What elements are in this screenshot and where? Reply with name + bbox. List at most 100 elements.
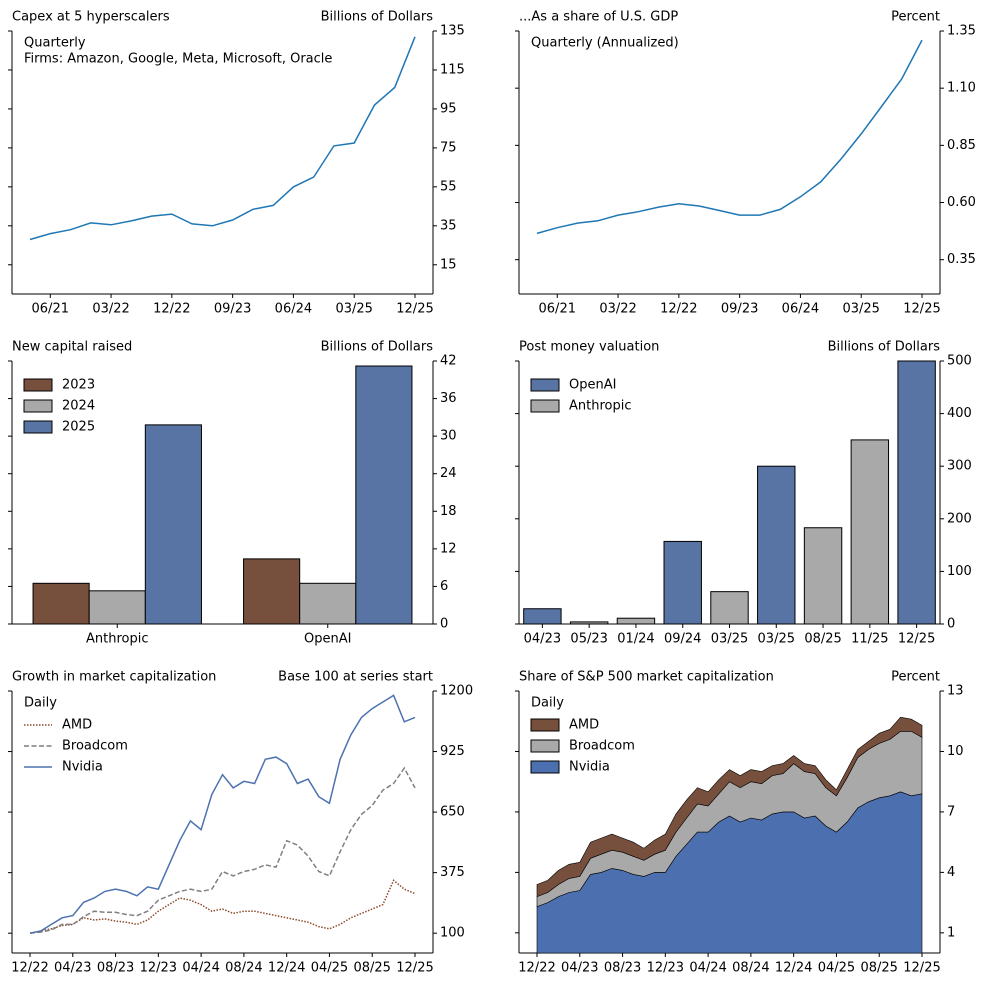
x-tick-label: 03/25 <box>758 632 795 647</box>
x-tick-label: OpenAI <box>304 632 351 647</box>
legend-swatch <box>23 420 53 434</box>
legend-label: AMD <box>62 718 92 733</box>
x-tick-label: 12/25 <box>898 632 935 647</box>
units-label: Billions of Dollars <box>321 340 434 355</box>
y-tick-label: 1200 <box>440 684 473 699</box>
units-label: Billions of Dollars <box>828 340 941 355</box>
x-tick-label: 04/25 <box>818 961 855 976</box>
x-tick-label: 09/23 <box>214 302 251 317</box>
x-tick-label: 12/22 <box>153 302 190 317</box>
x-tick-label: 12/25 <box>396 302 433 317</box>
x-tick-label: 12/25 <box>396 961 433 976</box>
x-tick-label: 09/24 <box>664 632 701 647</box>
x-tick-label: 03/22 <box>92 302 129 317</box>
x-tick-label: 12/24 <box>268 961 305 976</box>
y-tick-label: 95 <box>440 101 457 116</box>
legend-swatch <box>530 399 560 413</box>
x-tick-label: 08/25 <box>353 961 390 976</box>
x-tick-label: 08/25 <box>860 961 897 976</box>
units-label: Percent <box>891 10 940 25</box>
chart-title: Post money valuation <box>519 340 659 355</box>
line <box>29 879 416 934</box>
legend-swatch <box>530 378 560 392</box>
x-tick-label: 12/23 <box>140 961 177 976</box>
y-tick-label: 1.10 <box>947 81 976 96</box>
y-tick-label: 375 <box>440 865 465 880</box>
x-tick-label: Anthropic <box>86 632 149 647</box>
bar <box>897 360 936 625</box>
bar <box>663 540 702 625</box>
x-tick-label: 11/25 <box>851 632 888 647</box>
y-tick-label: 4 <box>947 865 955 880</box>
y-tick-label: 15 <box>440 257 457 272</box>
y-tick-label: 0.85 <box>947 138 976 153</box>
y-tick-label: 300 <box>947 459 972 474</box>
bar <box>299 582 357 625</box>
y-tick-label: 0 <box>947 617 955 632</box>
legend-swatch <box>23 378 53 392</box>
legend-label: Broadcom <box>62 739 128 754</box>
y-tick-label: 100 <box>440 926 465 941</box>
y-tick-label: 75 <box>440 140 457 155</box>
y-tick-label: 400 <box>947 406 972 421</box>
line <box>536 39 923 235</box>
bar <box>355 365 413 625</box>
chart-title: New capital raised <box>12 340 132 355</box>
y-tick-label: 42 <box>440 354 457 369</box>
y-tick-label: 135 <box>440 24 465 39</box>
y-tick-label: 55 <box>440 179 457 194</box>
line <box>29 766 416 934</box>
y-tick-label: 24 <box>440 466 457 481</box>
y-tick-label: 13 <box>947 684 964 699</box>
x-tick-label: 03/25 <box>711 632 748 647</box>
legend-label: 2025 <box>62 420 95 435</box>
units-label: Percent <box>891 670 940 685</box>
y-tick-label: 6 <box>440 579 448 594</box>
x-tick-label: 12/22 <box>518 961 555 976</box>
x-tick-label: 12/22 <box>11 961 48 976</box>
chart-title: Growth in market capitalization <box>12 670 216 685</box>
bar <box>616 617 656 625</box>
legend-label: Nvidia <box>569 760 610 775</box>
annotation: Daily <box>24 696 57 711</box>
legend-label: OpenAI <box>569 378 616 393</box>
bar <box>569 621 609 625</box>
x-tick-label: 04/24 <box>689 961 726 976</box>
bar <box>850 439 890 625</box>
chart-title: ...As a share of U.S. GDP <box>519 10 678 25</box>
annotation: Daily <box>531 696 564 711</box>
x-tick-label: 09/23 <box>721 302 758 317</box>
area <box>536 716 923 898</box>
x-tick-label: 04/24 <box>182 961 219 976</box>
bar <box>32 582 90 625</box>
y-tick-label: 200 <box>947 511 972 526</box>
bar <box>144 424 202 625</box>
bar <box>523 608 562 625</box>
legend-swatch <box>530 739 560 753</box>
x-tick-label: 03/22 <box>599 302 636 317</box>
y-tick-label: 100 <box>947 564 972 579</box>
legend-swatch <box>530 718 560 732</box>
x-tick-label: 08/25 <box>804 632 841 647</box>
bar <box>710 591 749 625</box>
y-tick-label: 7 <box>947 804 955 819</box>
annotation: Quarterly <box>24 36 86 51</box>
x-tick-label: 03/25 <box>842 302 879 317</box>
legend-swatch <box>23 399 53 413</box>
y-tick-label: 115 <box>440 62 465 77</box>
y-tick-label: 30 <box>440 429 457 444</box>
x-tick-label: 04/25 <box>311 961 348 976</box>
chart-title: Share of S&P 500 market capitalization <box>519 670 774 685</box>
x-tick-label: 04/23 <box>524 632 561 647</box>
legend-label: 2024 <box>62 399 95 414</box>
x-tick-label: 12/25 <box>903 302 940 317</box>
annotation: Firms: Amazon, Google, Meta, Microsoft, … <box>24 52 332 67</box>
y-tick-label: 0.60 <box>947 195 976 210</box>
x-tick-label: 04/23 <box>561 961 598 976</box>
legend-label: 2023 <box>62 378 95 393</box>
y-tick-label: 35 <box>440 218 457 233</box>
y-tick-label: 500 <box>947 354 972 369</box>
bar <box>757 465 796 625</box>
y-tick-label: 10 <box>947 744 964 759</box>
